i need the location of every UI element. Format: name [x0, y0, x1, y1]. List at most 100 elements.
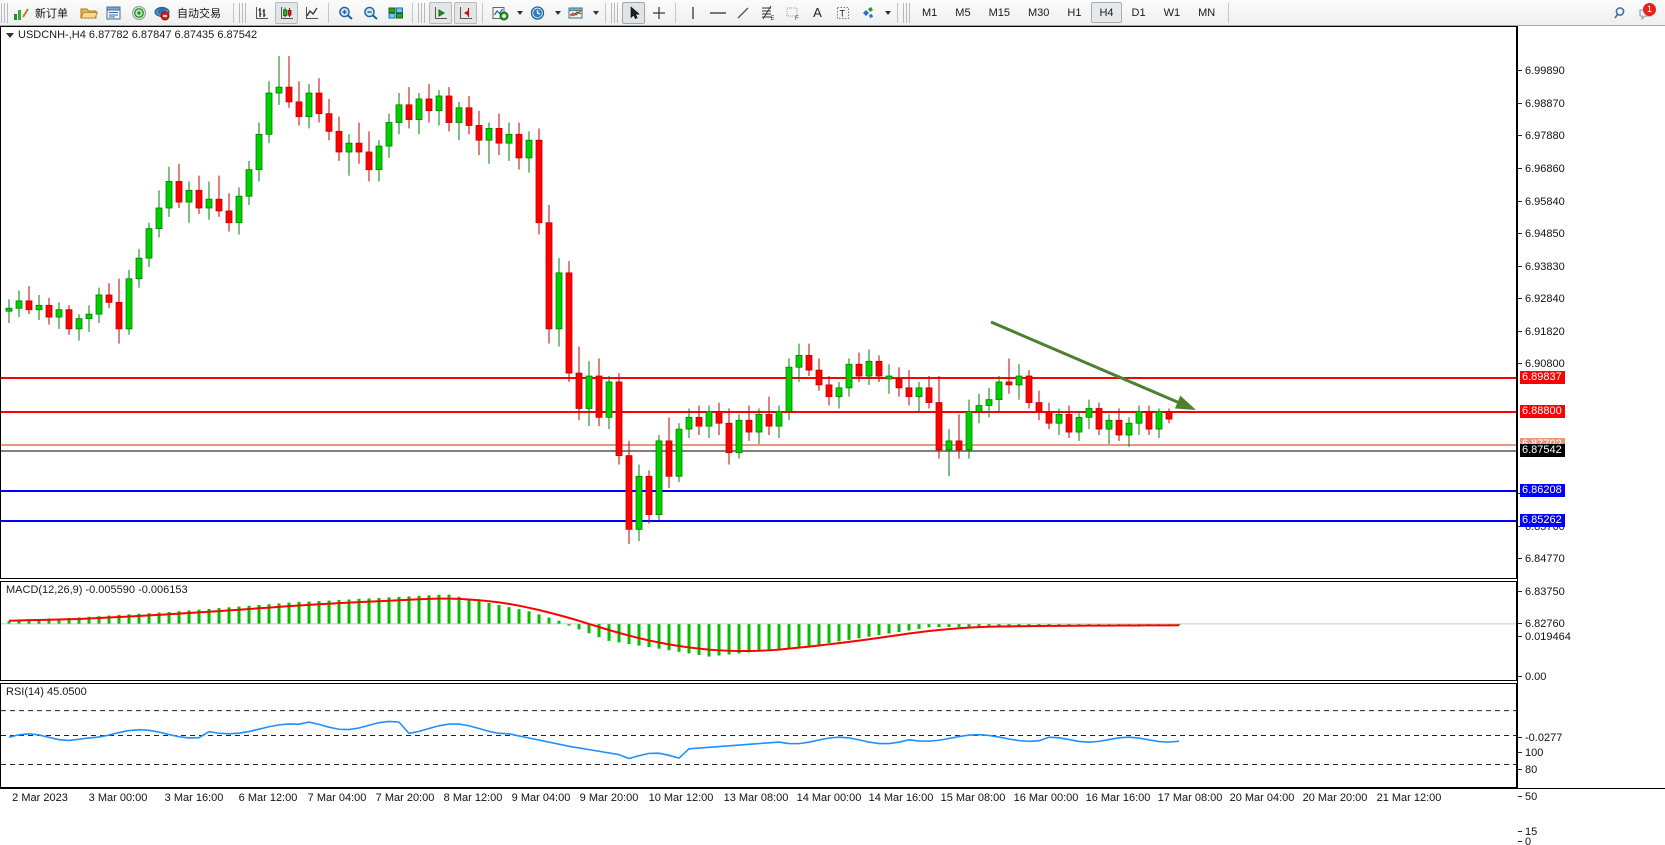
text-button[interactable]: A: [806, 2, 829, 24]
scroll-grip[interactable]: [418, 2, 425, 23]
time-tick-label: 16 Mar 00:00: [1013, 792, 1079, 804]
timeframe-m5[interactable]: M5: [955, 6, 971, 19]
timeframe-mn[interactable]: MN: [1198, 6, 1216, 19]
candle: [1095, 402, 1103, 436]
line-chart-icon: [305, 6, 318, 19]
candle: [365, 131, 373, 182]
price-tick: 6.91820: [1518, 327, 1565, 338]
bar-chart-button[interactable]: [250, 2, 273, 24]
data-window-button[interactable]: [102, 2, 125, 24]
chart-shift-button[interactable]: [454, 1, 477, 24]
text-label-button[interactable]: T: [831, 2, 854, 24]
notifications-button[interactable]: 1: [1634, 2, 1657, 24]
folder-button[interactable]: [77, 2, 100, 24]
rsi-tick: 0: [1518, 837, 1531, 845]
price-tick: 6.82760: [1518, 619, 1565, 630]
timeframe-w1[interactable]: W1: [1163, 6, 1181, 19]
candle: [55, 302, 63, 329]
candle: [855, 352, 863, 382]
candle: [835, 381, 843, 409]
candle: [935, 376, 943, 459]
candle: [645, 470, 653, 524]
timeframe-clock-button[interactable]: [526, 2, 549, 24]
candle: [535, 128, 543, 235]
cursor-arrow-icon: [630, 5, 640, 19]
candle: [455, 101, 463, 141]
templates-button[interactable]: [564, 2, 587, 24]
drawing-grip[interactable]: [611, 2, 618, 23]
add-indicator-dropdown[interactable]: [513, 2, 524, 24]
line-chart-button[interactable]: [300, 2, 323, 24]
collapse-triangle-icon[interactable]: [6, 32, 14, 38]
candle: [175, 163, 183, 209]
timeframe-m30[interactable]: M30: [1027, 6, 1050, 19]
price-level-badge[interactable]: 6.87542: [1520, 444, 1565, 457]
time-tick-label: 17 Mar 08:00: [1157, 792, 1223, 804]
shapes-dropdown[interactable]: [881, 2, 892, 24]
zoom-in-button[interactable]: [334, 2, 357, 24]
macd-pane[interactable]: MACD(12,26,9) -0.005590 -0.006153: [0, 581, 1517, 681]
timeframe-d1[interactable]: D1: [1131, 6, 1146, 19]
chart-type-grip[interactable]: [239, 2, 246, 23]
price-level-badge[interactable]: 6.89837: [1520, 371, 1565, 384]
auto-scroll-button[interactable]: [429, 1, 452, 24]
crosshair-button[interactable]: [647, 2, 670, 24]
auto-trading-button[interactable]: 自动交易: [152, 2, 228, 24]
candle: [665, 417, 673, 489]
timeframe-h1[interactable]: H1: [1067, 6, 1082, 19]
toolbar-grip[interactable]: [1, 2, 8, 23]
timeframe-dropdown[interactable]: [551, 2, 562, 24]
price-level-badge[interactable]: 6.85262: [1520, 514, 1565, 527]
candle: [405, 87, 413, 129]
candle: [305, 84, 313, 129]
horizontal-line-button[interactable]: [706, 2, 729, 24]
candle: [525, 131, 533, 173]
candlestick-chart-button[interactable]: [275, 1, 298, 24]
signal-button[interactable]: [127, 2, 150, 24]
equidistant-channel-button[interactable]: F: [781, 2, 804, 24]
candle: [15, 290, 23, 318]
candle: [465, 95, 473, 135]
templates-dropdown[interactable]: [589, 2, 600, 24]
candle: [515, 122, 523, 170]
zoom-out-button[interactable]: [359, 2, 382, 24]
time-tick-label: 15 Mar 08:00: [940, 792, 1006, 804]
macd-svg: [1, 594, 1516, 657]
tile-windows-button[interactable]: [384, 2, 407, 24]
candle: [765, 396, 773, 436]
candle: [1015, 364, 1023, 400]
vertical-line-icon: [691, 6, 694, 19]
candle: [655, 435, 663, 521]
price-axis[interactable]: 6.99890 6.98870 6.97880 6.96860 6.95840 6.948…: [1517, 26, 1665, 788]
new-order-button[interactable]: 新订单: [12, 2, 75, 24]
notification-count-badge: 1: [1643, 2, 1656, 16]
fibonacci-retracement-button[interactable]: E: [756, 2, 779, 24]
rsi-pane[interactable]: RSI(14) 45.0500: [0, 683, 1517, 788]
timeframe-m15[interactable]: M15: [988, 6, 1010, 19]
price-level-badge[interactable]: 6.86208: [1520, 484, 1565, 497]
chevron-down-icon: [592, 10, 599, 15]
timeframe-h4[interactable]: H4: [1091, 2, 1122, 23]
price-pane[interactable]: USDCNH-,H4 6.87782 6.87847 6.87435 6.875…: [0, 26, 1517, 579]
price-level-badge[interactable]: 6.88800: [1520, 405, 1565, 418]
rsi-tick: 80: [1518, 765, 1537, 776]
add-indicator-button[interactable]: [488, 2, 511, 24]
candle: [895, 367, 903, 397]
timeframe-clock-icon: [530, 5, 544, 20]
templates-icon: [568, 7, 582, 18]
time-tick-label: 14 Mar 16:00: [868, 792, 934, 804]
search-button[interactable]: [1609, 2, 1632, 24]
time-axis[interactable]: 2 Mar 2023 3 Mar 00:00 3 Mar 16:00 6 Mar 12…: [0, 788, 1665, 845]
time-tick-label: 9 Mar 04:00: [511, 792, 571, 804]
timeframe-grip[interactable]: [903, 2, 910, 23]
time-tick-label: 21 Mar 12:00: [1376, 792, 1442, 804]
trendline-button[interactable]: [731, 2, 754, 24]
price-tick: 6.97880: [1518, 131, 1565, 142]
fibonacci-retracement-icon: E: [761, 5, 774, 21]
shapes-button[interactable]: [856, 2, 879, 24]
vertical-line-button[interactable]: [681, 2, 704, 24]
timeframe-m1[interactable]: M1: [922, 6, 938, 19]
zoom-in-icon: [338, 6, 353, 20]
candle: [845, 358, 853, 397]
cursor-arrow-button[interactable]: [622, 1, 645, 24]
